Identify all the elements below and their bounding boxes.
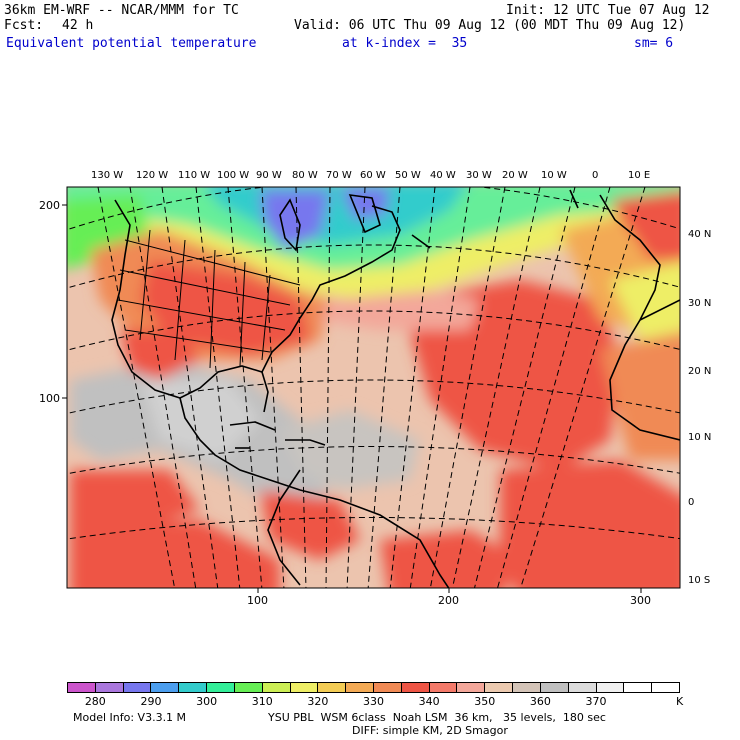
lon-label: 20 W — [502, 170, 528, 181]
colorbar-swatch — [567, 682, 597, 693]
colorbar-swatch — [484, 682, 514, 693]
lon-label: 50 W — [395, 170, 421, 181]
lat-label: 30 N — [688, 298, 712, 309]
lon-label: 30 W — [466, 170, 492, 181]
colorbar-unit: K — [676, 695, 684, 708]
diffusion-info: DIFF: simple KM, 2D Smagor — [352, 724, 508, 737]
colorbar-label: 350 — [474, 695, 496, 708]
colorbar-swatch — [289, 682, 319, 693]
lat-label: 40 N — [688, 229, 712, 240]
grid-x-label: 200 — [438, 594, 459, 607]
model-title: 36km EM-WRF -- NCAR/MMM for TC — [4, 3, 239, 18]
lon-label: 40 W — [430, 170, 456, 181]
smoothing-info: sm= 6 — [634, 36, 674, 51]
colorbar-label: 330 — [363, 695, 384, 708]
lon-label: 60 W — [360, 170, 386, 181]
colorbar-swatch — [456, 682, 486, 693]
physics-info: YSU PBL WSM 6class Noah LSM 36 km, 35 le… — [268, 711, 606, 724]
colorbar-swatch — [400, 682, 430, 693]
colorbar-swatch — [261, 682, 291, 693]
graticule — [67, 187, 680, 588]
state-boundaries — [117, 229, 301, 369]
lat-label: 10 N — [688, 432, 712, 443]
colorbar-label: 370 — [585, 695, 607, 708]
colorbar-label: 290 — [140, 695, 162, 708]
level-info: at k-index = 35 — [342, 36, 468, 51]
colorbar-swatch — [539, 682, 569, 693]
colorbar-swatch — [94, 682, 124, 693]
colorbar-swatch — [178, 682, 208, 693]
model-info: Model Info: V3.3.1 M — [73, 711, 187, 724]
grid-x-label: 100 — [247, 594, 268, 607]
lat-label: 20 N — [688, 366, 712, 377]
colorbar-swatch — [122, 682, 152, 693]
forecast-label: Fcst: — [4, 18, 44, 33]
lon-label: 110 W — [178, 170, 211, 181]
coastlines — [111, 189, 680, 588]
field-colors — [67, 187, 680, 588]
colorbar-label: 320 — [307, 695, 329, 708]
colorbar-swatch — [651, 682, 680, 693]
grid-y-label: 200 — [39, 199, 60, 212]
lon-label: 10 E — [628, 170, 651, 181]
lon-label: 100 W — [217, 170, 250, 181]
valid-time: Valid: 06 UTC Thu 09 Aug 12 (00 MDT Thu … — [294, 18, 686, 33]
colorbar-swatch — [233, 682, 263, 693]
colorbar-swatch — [373, 682, 402, 693]
lon-label: 130 W — [91, 170, 124, 181]
grid-y-label: 100 — [39, 392, 60, 405]
colorbar-swatch — [595, 682, 625, 693]
lon-label: 90 W — [256, 170, 282, 181]
colorbar-label: 340 — [418, 695, 440, 708]
colorbar-label: 300 — [196, 695, 218, 708]
colorbar-swatch — [428, 682, 458, 693]
colorbar-label: 310 — [251, 695, 273, 708]
lon-label: 0 — [592, 170, 599, 181]
colorbar-swatch — [317, 682, 347, 693]
lat-label: 10 S — [688, 575, 711, 586]
colorbar-swatch — [345, 682, 374, 693]
field-name: Equivalent potential temperature — [6, 36, 257, 51]
axis-ticks — [62, 204, 642, 593]
init-time: Init: 12 UTC Tue 07 Aug 12 — [506, 3, 710, 18]
forecast-hour: 42 h — [62, 18, 94, 33]
lon-label: 10 W — [541, 170, 567, 181]
colorbar-swatch — [512, 682, 541, 693]
colorbar-label: 360 — [529, 695, 551, 708]
lon-label: 70 W — [326, 170, 352, 181]
grid-x-label: 300 — [630, 594, 651, 607]
colorbar-swatch — [67, 682, 96, 693]
lon-label: 120 W — [136, 170, 169, 181]
colorbar-label: 280 — [84, 695, 106, 708]
lon-label: 80 W — [292, 170, 318, 181]
map-frame — [66, 186, 681, 589]
colorbar-swatch — [623, 682, 653, 693]
lat-label: 0 — [688, 497, 695, 508]
colorbar-swatch — [206, 682, 235, 693]
colorbar-swatch — [150, 682, 180, 693]
